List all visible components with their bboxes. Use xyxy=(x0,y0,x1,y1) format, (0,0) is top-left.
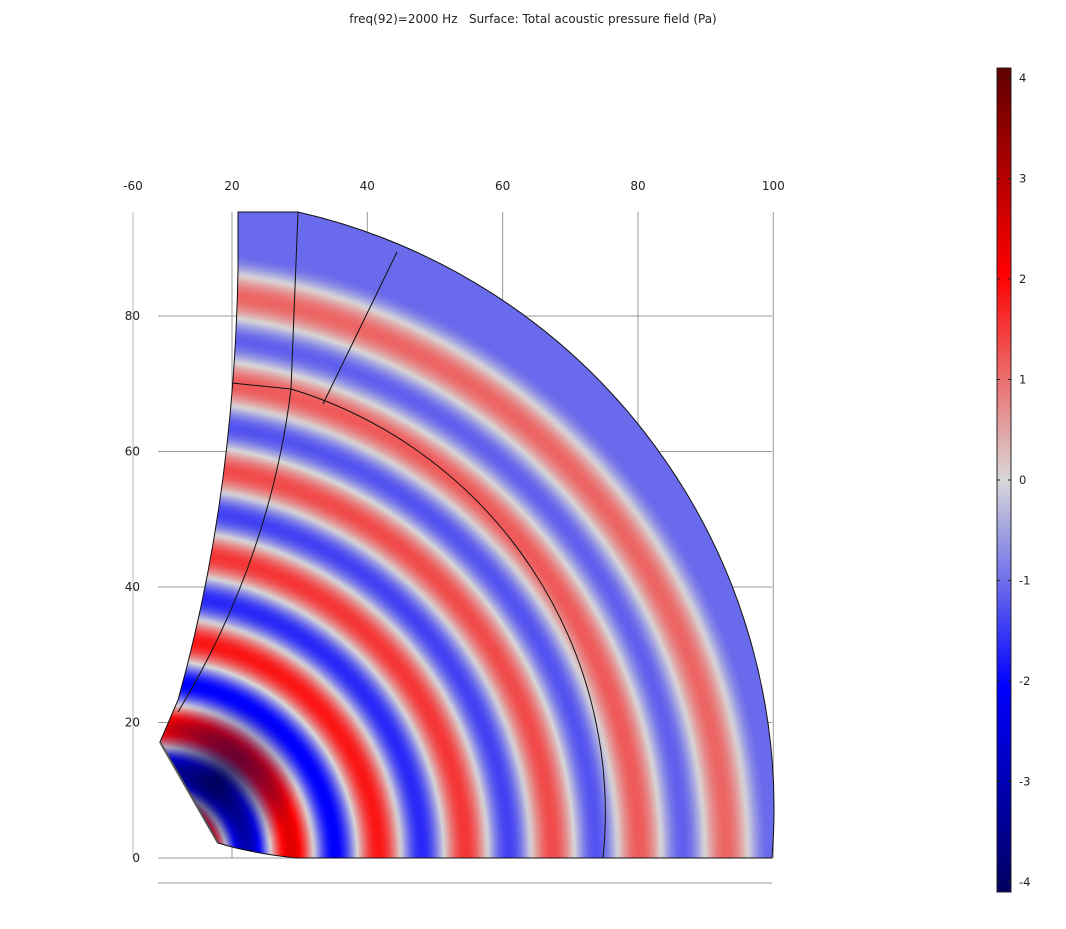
x-tick-label: 20 xyxy=(224,179,239,193)
duct-divider xyxy=(231,382,292,390)
plot-title: freq(92)=2000 Hz Surface: Total acoustic… xyxy=(349,12,717,26)
colorbar-tick-label: -1 xyxy=(1019,573,1030,587)
colorbar-ticks: 4 3 2 1 0 -1 -2 -3 -4 xyxy=(997,71,1030,889)
colorbar-tick-label: 4 xyxy=(1019,71,1026,85)
y-tick-label: 20 xyxy=(125,716,140,730)
y-tick-label: 40 xyxy=(125,580,140,594)
y-tick-label: 80 xyxy=(125,309,140,323)
y-tick-label: 60 xyxy=(125,445,140,459)
colorbar-tick-label: -4 xyxy=(1019,875,1030,889)
colorbar-tick-label: 2 xyxy=(1019,272,1026,286)
colorbar: 4 3 2 1 0 -1 -2 -3 -4 xyxy=(996,67,1030,893)
colorbar-tick-label: -3 xyxy=(1019,774,1030,788)
colorbar-tick-label: 0 xyxy=(1019,473,1026,487)
axis-labels: -60 20 40 60 80 100 80 60 40 20 0 xyxy=(123,179,785,865)
domain-outline xyxy=(159,211,775,859)
x-tick-label: 80 xyxy=(630,179,645,193)
x-tick-label: -60 xyxy=(123,179,143,193)
y-tick-label: 0 xyxy=(132,851,140,865)
colorbar-tick-label: 3 xyxy=(1019,172,1026,186)
colorbar-tick-label: -2 xyxy=(1019,674,1030,688)
pml-divider xyxy=(322,251,398,405)
duct-wall xyxy=(290,211,299,390)
source-edge xyxy=(159,741,219,844)
colorbar-tick-label: 1 xyxy=(1019,373,1026,387)
x-tick-label: 60 xyxy=(495,179,510,193)
x-tick-label: 100 xyxy=(762,179,785,193)
pressure-surface xyxy=(159,211,775,859)
x-tick-label: 40 xyxy=(360,179,375,193)
pml-boundary xyxy=(177,388,606,859)
